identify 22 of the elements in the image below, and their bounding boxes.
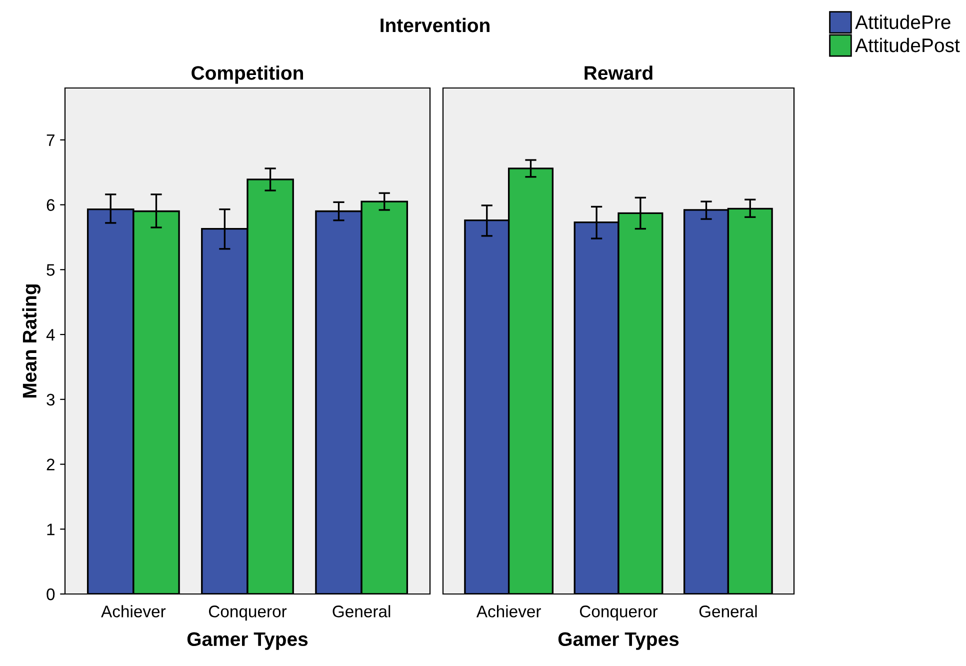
- y-tick-label: 5: [46, 264, 55, 276]
- y-axis-title: Mean Rating: [22, 284, 40, 398]
- x-tick-label: Conqueror: [580, 606, 658, 621]
- y-tick-label: 4: [46, 329, 55, 341]
- y-tick-label: 0: [46, 588, 55, 600]
- chart-title: Reward: [584, 66, 652, 80]
- y-tick-label: 1: [47, 524, 54, 536]
- y-tick-label: 6: [46, 199, 55, 211]
- y-tick-label: 7: [46, 134, 54, 146]
- x-tick-label: General: [332, 605, 390, 618]
- y-tick-label: 2: [46, 458, 54, 470]
- x-axis-title: Gamer Types: [558, 632, 679, 650]
- x-tick-label: General: [699, 605, 757, 618]
- x-tick-label: Achiever: [101, 605, 166, 618]
- chart-title: Competition: [192, 66, 304, 84]
- x-axis-title: Gamer Types: [187, 632, 308, 650]
- legend-label: AttitudePost: [855, 38, 960, 52]
- y-tick-label: 3: [46, 394, 55, 406]
- x-tick-label: Conqueror: [208, 606, 287, 621]
- x-tick-label: Achiever: [476, 605, 541, 618]
- legend-label: AttitudePre: [855, 14, 950, 30]
- text: Intervention: [380, 18, 490, 32]
